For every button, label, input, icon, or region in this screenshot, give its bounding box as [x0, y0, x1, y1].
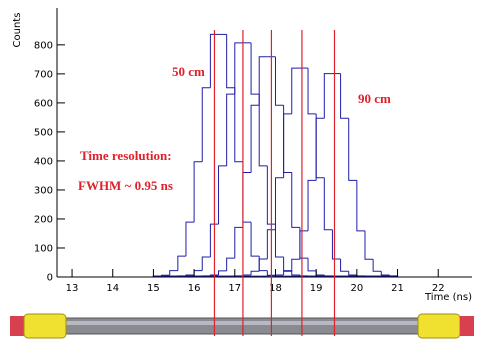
x-tick-label: 13 [66, 283, 79, 294]
histogram-step [283, 113, 292, 178]
histogram-step [291, 258, 300, 272]
histogram-step [274, 56, 284, 106]
histogram-step [218, 165, 227, 225]
histogram-step [388, 274, 398, 277]
histogram-step [364, 230, 374, 260]
histogram-step [226, 93, 235, 166]
histogram-step [234, 87, 243, 163]
x-tick-label: 16 [188, 283, 201, 294]
histogram-step [299, 227, 309, 259]
histogram-step [283, 256, 292, 272]
histogram-step [283, 105, 292, 174]
histogram-step [209, 223, 219, 257]
histogram-step [291, 270, 300, 276]
histogram-step [340, 259, 349, 272]
histogram-step [234, 226, 243, 259]
y-tick-label: 0 [47, 273, 53, 284]
histogram-step [372, 259, 382, 272]
histogram-step [193, 270, 203, 275]
histogram-step [307, 179, 317, 231]
histogram-step [250, 222, 260, 257]
fiber-highlight [30, 321, 460, 325]
histogram-step [266, 270, 276, 276]
histogram-step [315, 113, 325, 179]
histogram-step [242, 172, 252, 228]
fiber-cap [23, 313, 67, 339]
fiber-cap [417, 313, 461, 339]
histogram-step [250, 104, 260, 173]
fiber-tip [10, 316, 24, 336]
histogram-step [266, 165, 276, 225]
x-tick-label: 18 [269, 283, 282, 294]
histogram-step [274, 224, 284, 258]
histogram-step [201, 256, 211, 271]
histogram-step [356, 180, 365, 232]
histogram-step [331, 229, 341, 260]
x-tick-label: 19 [310, 283, 323, 294]
histogram-step [380, 271, 390, 276]
fiber-body [29, 317, 461, 335]
y-tick-label: 700 [34, 69, 53, 80]
histogram-step [177, 255, 186, 271]
histogram-step [266, 229, 276, 260]
y-axis-label: Counts [12, 13, 23, 48]
y-tick-label: 200 [34, 214, 53, 225]
histogram-step [299, 230, 309, 260]
histogram-step [291, 67, 300, 114]
histogram-step [209, 274, 219, 276]
histogram-step [340, 73, 349, 119]
x-tick-label: 20 [350, 283, 363, 294]
histogram-step [193, 161, 203, 223]
annotation: 50 cm [172, 64, 205, 79]
histogram-step [250, 270, 260, 275]
histogram-step [323, 73, 333, 119]
histogram-step [258, 256, 268, 272]
histogram-step [307, 258, 317, 272]
histogram-step [348, 118, 357, 181]
annotation: Time resolution: [80, 148, 172, 163]
x-tick-label: 21 [391, 283, 404, 294]
histogram-step [348, 271, 357, 276]
histogram-step [299, 274, 309, 277]
x-tick-label: 17 [228, 283, 241, 294]
y-tick-label: 800 [34, 40, 53, 51]
histogram-step [209, 33, 219, 88]
fiber-tip [460, 316, 474, 336]
histogram-step [323, 177, 333, 231]
x-tick-label: 14 [106, 283, 119, 294]
y-tick-label: 500 [34, 127, 53, 138]
histogram-step [315, 270, 325, 276]
x-tick-label: 22 [432, 283, 445, 294]
annotation: FWHM ~ 0.95 ns [78, 178, 173, 193]
histogram-step [258, 56, 268, 106]
x-tick-label: 15 [147, 283, 160, 294]
y-tick-label: 300 [34, 185, 53, 196]
histogram-step [226, 257, 235, 271]
y-tick-label: 600 [34, 98, 53, 109]
y-tick-label: 100 [34, 243, 53, 254]
histogram-step [356, 274, 365, 277]
histogram-step [218, 270, 227, 275]
histogram-step [315, 117, 325, 181]
histogram-step [258, 94, 268, 167]
histogram-step [169, 270, 178, 276]
histogram-step [307, 68, 317, 115]
histogram-step [323, 274, 333, 277]
y-tick-label: 400 [34, 156, 53, 167]
annotation: 90 cm [358, 91, 391, 106]
fiber [10, 313, 474, 339]
histogram-step [274, 177, 284, 230]
histogram-step [234, 42, 243, 95]
histogram-step [201, 87, 211, 162]
histogram-step [291, 172, 300, 228]
histogram-step [185, 221, 195, 257]
histogram-step [283, 270, 292, 275]
histogram-step [185, 274, 195, 276]
histogram-step [242, 161, 252, 223]
x-axis-label: Time (ns) [424, 292, 472, 303]
histogram-step [226, 34, 235, 89]
histogram-step [258, 258, 268, 272]
histogram-step [250, 42, 260, 95]
